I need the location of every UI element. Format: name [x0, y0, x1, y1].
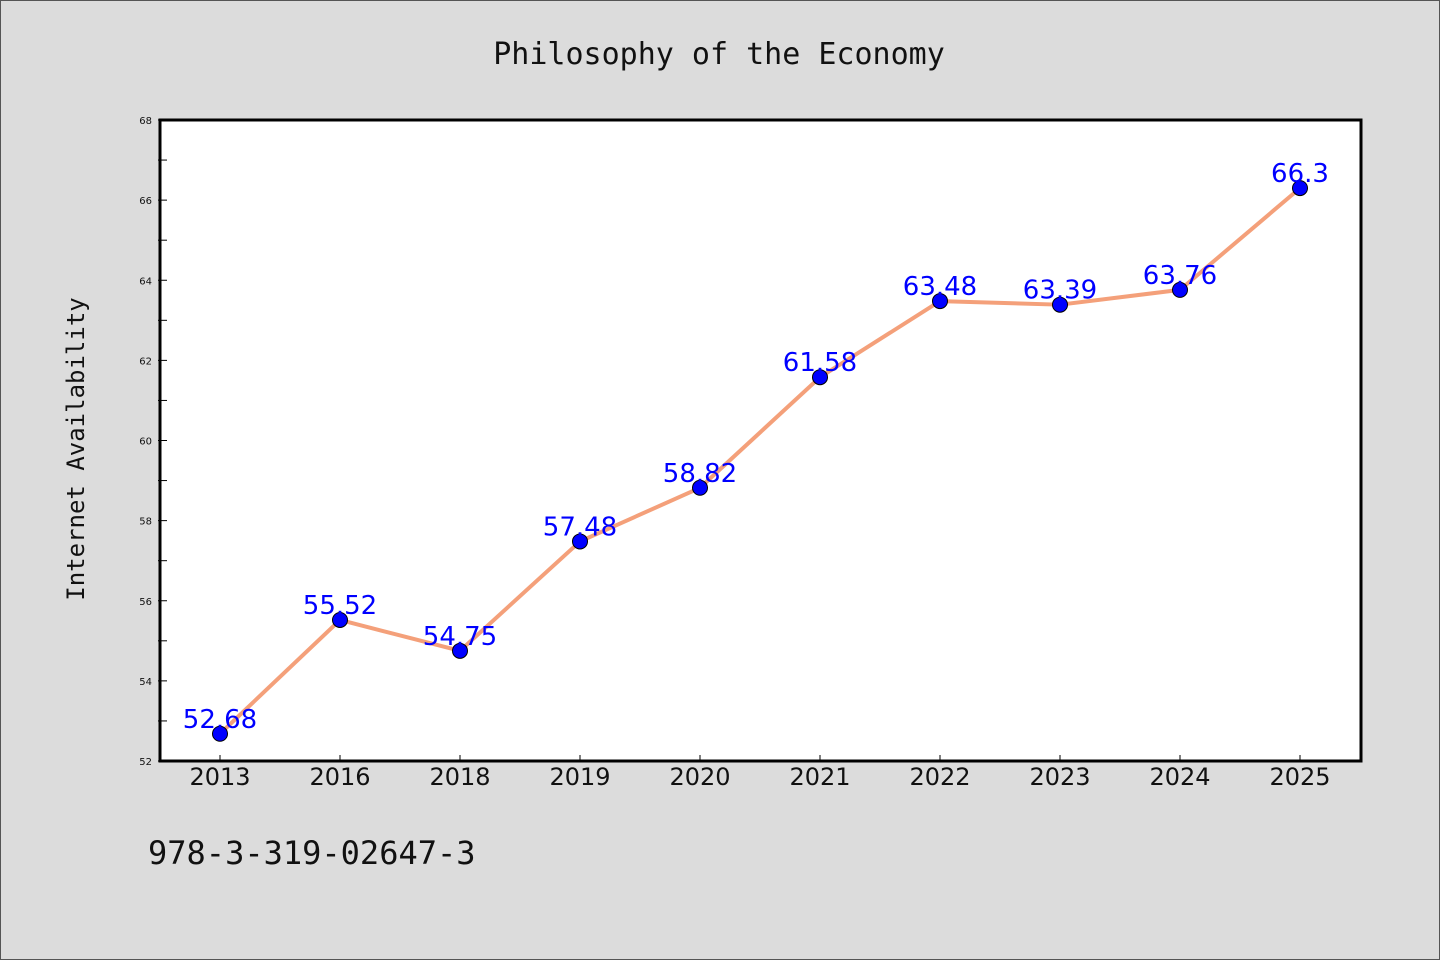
data-label: 58.82 — [663, 459, 737, 489]
data-label: 55.52 — [303, 591, 377, 621]
data-point-marker — [332, 611, 348, 628]
data-point-marker — [1172, 281, 1188, 298]
data-label: 57.48 — [543, 512, 617, 542]
data-label: 63.39 — [1023, 276, 1097, 306]
data-point-marker — [692, 479, 708, 496]
data-label: 54.75 — [423, 622, 497, 652]
y-tick-label: 56 — [139, 597, 152, 608]
x-tick-label: 2018 — [429, 763, 490, 791]
series-line — [218, 186, 1302, 736]
y-tick-label: 54 — [139, 677, 152, 688]
x-tick-label: 2021 — [789, 763, 850, 791]
data-label: 66.3 — [1271, 159, 1329, 189]
data-label: 63.48 — [903, 272, 977, 302]
y-tick-label: 58 — [139, 517, 152, 528]
data-label: 61.58 — [783, 348, 857, 378]
y-tick-label: 64 — [139, 276, 152, 287]
y-tick-label: 68 — [139, 116, 152, 127]
data-point-marker — [1052, 296, 1068, 313]
data-point-marker — [452, 642, 468, 659]
y-tick-label: 60 — [139, 437, 152, 448]
data-label: 63.76 — [1143, 261, 1217, 291]
x-tick-label: 2022 — [909, 763, 970, 791]
data-point-marker — [1292, 180, 1308, 197]
footer-isbn: 978-3-319-02647-3 — [148, 834, 476, 872]
x-tick-label: 2013 — [189, 763, 250, 791]
y-tick-label: 62 — [139, 356, 152, 367]
x-axis: 2013 2016 2018 2019 2020 2021 2022 2023 2024 2025 — [189, 755, 1331, 791]
data-label: 52.68 — [183, 705, 257, 735]
data-point-marker — [812, 369, 828, 386]
x-tick-label: 2025 — [1269, 763, 1330, 791]
data-point-marker — [212, 725, 228, 742]
y-tick-label: 52 — [139, 757, 152, 768]
y-axis: 52 54 56 58 60 62 64 66 68 — [139, 116, 167, 768]
x-tick-label: 2020 — [669, 763, 730, 791]
data-labels: 52.68 55.52 54.75 57.48 58.82 61.58 63.48 63.39… — [183, 159, 1329, 735]
x-tick-label: 2016 — [309, 763, 370, 791]
plot-area — [158, 118, 1363, 763]
x-tick-label: 2019 — [549, 763, 610, 791]
y-axis-label: Internet Availability — [62, 297, 90, 600]
x-tick-label: 2024 — [1149, 763, 1210, 791]
y-tick-label: 66 — [139, 196, 152, 207]
data-point-marker — [932, 293, 948, 310]
series-line-group — [212, 180, 1308, 742]
data-point-marker — [572, 533, 588, 550]
chart-title: Philosophy of the Economy — [493, 37, 945, 72]
x-tick-label: 2023 — [1029, 763, 1090, 791]
